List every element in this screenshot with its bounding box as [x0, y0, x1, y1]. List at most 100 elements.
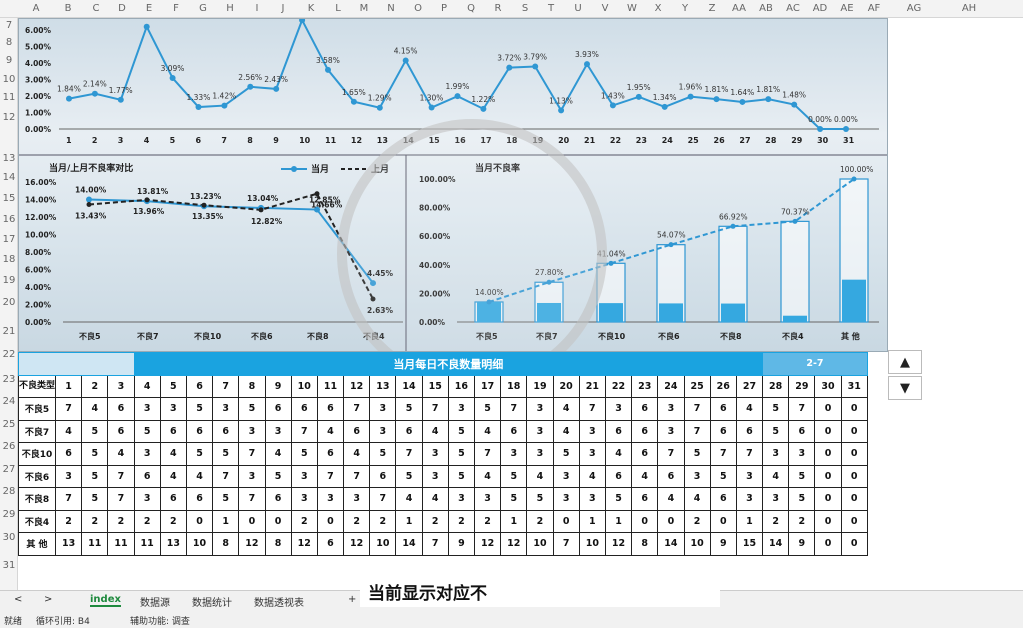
table-cell[interactable]: 2: [473, 509, 502, 533]
row-header[interactable]: 15: [2, 193, 16, 204]
table-cell[interactable]: 0: [840, 442, 868, 466]
table-cell[interactable]: 10: [526, 532, 554, 556]
table-cell[interactable]: 7: [343, 397, 371, 421]
table-cell[interactable]: 4: [107, 442, 135, 466]
day-header-cell[interactable]: 12: [343, 374, 371, 398]
day-header-cell[interactable]: 22: [604, 374, 633, 398]
table-cell[interactable]: 4: [762, 464, 790, 488]
day-header-cell[interactable]: 17: [473, 374, 502, 398]
table-cell[interactable]: 4: [683, 487, 711, 511]
table-cell[interactable]: 4: [578, 464, 606, 488]
column-header[interactable]: AC: [786, 3, 800, 14]
column-header[interactable]: K: [307, 3, 315, 14]
table-cell[interactable]: 7: [683, 419, 711, 443]
table-cell[interactable]: 5: [81, 419, 109, 443]
table-cell[interactable]: 5: [447, 419, 476, 443]
table-cell[interactable]: 3: [526, 419, 554, 443]
table-cell[interactable]: 13: [159, 532, 187, 556]
day-header-cell[interactable]: 6: [185, 374, 214, 398]
table-cell[interactable]: 3: [604, 397, 633, 421]
day-header-cell[interactable]: 18: [500, 374, 528, 398]
row-header[interactable]: 7: [5, 20, 13, 31]
row-header[interactable]: 29: [2, 509, 16, 520]
column-header[interactable]: AF: [867, 3, 881, 14]
table-cell[interactable]: 4: [159, 464, 187, 488]
table-cell[interactable]: 7: [238, 442, 266, 466]
table-cell[interactable]: 7: [369, 487, 397, 511]
column-header[interactable]: P: [440, 3, 448, 14]
table-cell[interactable]: 5: [185, 442, 214, 466]
table-cell[interactable]: 6: [709, 487, 737, 511]
table-cell[interactable]: 4: [473, 419, 502, 443]
day-header-cell[interactable]: 21: [578, 374, 606, 398]
table-cell[interactable]: 4: [159, 442, 187, 466]
column-header[interactable]: S: [521, 3, 529, 14]
table-cell[interactable]: 7: [500, 397, 528, 421]
table-cell[interactable]: 3: [421, 464, 449, 488]
column-header[interactable]: B: [64, 3, 72, 14]
table-cell[interactable]: 4: [264, 442, 292, 466]
table-cell[interactable]: 5: [81, 487, 109, 511]
table-cell[interactable]: 3: [238, 464, 266, 488]
table-cell[interactable]: 11: [107, 532, 135, 556]
tab-data-stats[interactable]: 数据统计: [192, 598, 232, 609]
table-cell[interactable]: 7: [212, 464, 240, 488]
table-cell[interactable]: 9: [788, 532, 816, 556]
row-header[interactable]: 25: [2, 419, 16, 430]
row-header[interactable]: 17: [2, 234, 16, 245]
table-cell[interactable]: 4: [552, 397, 580, 421]
table-cell[interactable]: 12: [343, 532, 371, 556]
table-cell[interactable]: 7: [54, 487, 83, 511]
defect-type-label[interactable]: 不良10: [18, 442, 56, 466]
table-cell[interactable]: 2: [683, 509, 711, 533]
table-cell[interactable]: 0: [840, 532, 868, 556]
table-cell[interactable]: 5: [133, 419, 161, 443]
table-cell[interactable]: 3: [54, 464, 83, 488]
table-cell[interactable]: 7: [343, 464, 371, 488]
table-cell[interactable]: 12: [238, 532, 266, 556]
table-cell[interactable]: 3: [447, 397, 476, 421]
row-header[interactable]: 27: [2, 464, 16, 475]
row-header[interactable]: 9: [5, 55, 13, 66]
table-cell[interactable]: 3: [657, 419, 685, 443]
table-cell[interactable]: 6: [631, 397, 659, 421]
table-cell[interactable]: 7: [290, 419, 318, 443]
table-cell[interactable]: 2: [81, 509, 109, 533]
table-cell[interactable]: 14: [657, 532, 685, 556]
table-cell[interactable]: 4: [735, 397, 764, 421]
table-cell[interactable]: 5: [500, 487, 528, 511]
row-header[interactable]: 23: [2, 374, 16, 385]
day-header-cell[interactable]: 27: [735, 374, 764, 398]
day-header-cell[interactable]: 8: [238, 374, 266, 398]
table-cell[interactable]: 8: [264, 532, 292, 556]
table-cell[interactable]: 5: [81, 442, 109, 466]
status-circular-ref[interactable]: 循环引用: B4: [36, 617, 90, 627]
table-cell[interactable]: 0: [552, 509, 580, 533]
table-cell[interactable]: 6: [657, 464, 685, 488]
table-cell[interactable]: 3: [421, 442, 449, 466]
table-cell[interactable]: 6: [185, 419, 214, 443]
table-cell[interactable]: 14: [395, 532, 423, 556]
day-header-cell[interactable]: 4: [133, 374, 161, 398]
table-cell[interactable]: 5: [500, 464, 528, 488]
table-cell[interactable]: 4: [421, 487, 449, 511]
table-cell[interactable]: 5: [709, 464, 737, 488]
table-cell[interactable]: 2: [447, 509, 476, 533]
column-header[interactable]: V: [601, 3, 609, 14]
table-cell[interactable]: 6: [159, 487, 187, 511]
table-cell[interactable]: 6: [212, 419, 240, 443]
day-header-cell[interactable]: 20: [552, 374, 580, 398]
table-cell[interactable]: 4: [657, 487, 685, 511]
column-header[interactable]: E: [145, 3, 153, 14]
day-header-cell[interactable]: 9: [264, 374, 292, 398]
table-cell[interactable]: 0: [238, 509, 266, 533]
scroll-down-button[interactable]: ▼: [888, 376, 922, 400]
column-header[interactable]: R: [494, 3, 502, 14]
row-header[interactable]: 24: [2, 396, 16, 407]
table-cell[interactable]: 3: [473, 487, 502, 511]
day-header-cell[interactable]: 28: [762, 374, 790, 398]
row-header[interactable]: 18: [2, 254, 16, 265]
table-cell[interactable]: 7: [421, 532, 449, 556]
add-sheet-button[interactable]: +: [348, 594, 357, 605]
day-header-cell[interactable]: 1: [54, 374, 83, 398]
